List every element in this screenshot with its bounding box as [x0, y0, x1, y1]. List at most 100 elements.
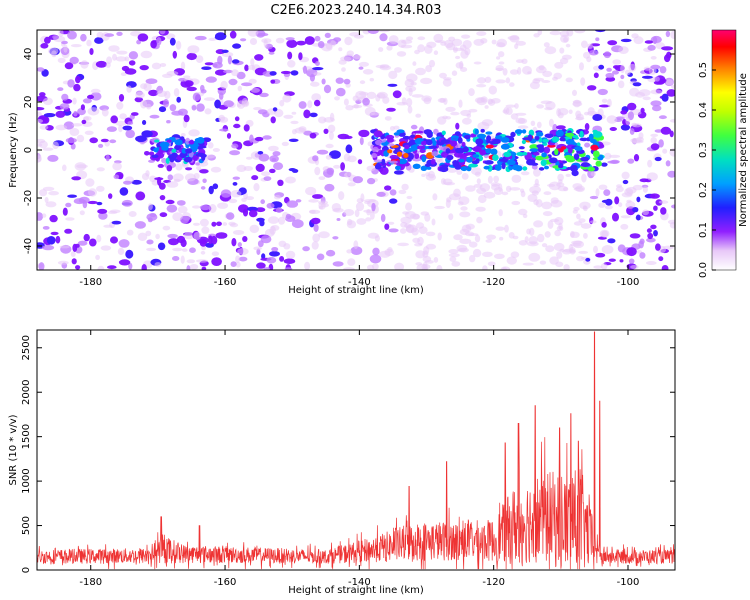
heatmap-band-cell	[439, 166, 449, 173]
heatmap-band-cell	[455, 147, 465, 154]
heatmap-cell	[448, 253, 460, 258]
heatmap-cell	[65, 202, 72, 208]
heatmap-cell	[76, 134, 85, 143]
heatmap-cell	[183, 75, 191, 79]
heatmap-cell	[203, 97, 216, 101]
heatmap-cell	[359, 80, 366, 85]
heatmap-cell	[162, 73, 173, 78]
heatmap-cell	[515, 117, 526, 124]
heatmap-cell	[110, 236, 118, 244]
y-tick-label: -40	[23, 238, 34, 254]
heatmap-cell	[498, 51, 505, 58]
heatmap-cell	[415, 67, 426, 76]
heatmap-cell	[115, 120, 127, 126]
heatmap-cell	[159, 30, 166, 35]
heatmap-cell	[83, 233, 90, 242]
heatmap-cell	[149, 114, 160, 119]
heatmap-cell	[457, 201, 464, 206]
heatmap-cell	[384, 185, 392, 191]
heatmap-band-cell	[407, 158, 412, 162]
heatmap-cell	[285, 176, 296, 184]
heatmap-cell	[347, 218, 353, 226]
heatmap-cell	[126, 229, 134, 236]
heatmap-cell	[270, 116, 276, 124]
heatmap-band-cell	[387, 143, 395, 147]
heatmap-cell	[565, 173, 571, 177]
heatmap-cell	[83, 116, 92, 121]
heatmap-cell	[595, 30, 606, 33]
heatmap-cell	[607, 238, 616, 244]
heatmap-band-cell	[181, 148, 187, 154]
heatmap-cell	[172, 256, 180, 261]
heatmap-cell	[231, 59, 240, 64]
heatmap-cell	[388, 228, 399, 233]
heatmap-cell	[560, 34, 570, 43]
colorbar: 0.0 0.1 0.2 0.3 0.4 0.5 Normalized spectral a…	[698, 29, 749, 278]
heatmap-cell	[543, 42, 550, 48]
heatmap-cell	[69, 128, 80, 136]
heatmap-cell	[456, 170, 463, 175]
heatmap-cell	[487, 261, 496, 267]
heatmap-cell	[653, 80, 665, 85]
heatmap-cell	[272, 151, 281, 157]
heatmap-cell	[587, 43, 593, 49]
heatmap-cell	[483, 191, 496, 199]
heatmap-cell	[156, 90, 167, 97]
heatmap-band-cell	[564, 155, 573, 159]
heatmap-cell	[191, 105, 197, 111]
heatmap-cell	[338, 47, 343, 52]
heatmap-cell	[77, 240, 88, 246]
heatmap-cell	[607, 160, 619, 164]
heatmap-cell	[241, 82, 253, 87]
heatmap-cell	[128, 51, 139, 60]
heatmap-cell	[212, 183, 219, 190]
heatmap-cell	[445, 116, 452, 120]
y-tick-label: -20	[23, 190, 34, 206]
heatmap-band-cell	[592, 150, 600, 158]
heatmap-cell	[612, 70, 619, 75]
heatmap-cell	[106, 56, 113, 64]
heatmap-cell	[344, 135, 353, 139]
colorbar-tick-label: 0.1	[698, 222, 709, 238]
heatmap-cell	[258, 153, 270, 162]
heatmap-cell	[231, 143, 239, 149]
heatmap-band-cell	[474, 128, 479, 135]
heatmap-cell	[183, 114, 190, 123]
heatmap-cell	[249, 38, 258, 45]
heatmap-band-cell	[495, 135, 503, 140]
heatmap-cell	[473, 38, 485, 46]
heatmap-cell	[510, 251, 520, 258]
x-tick-label: -160	[214, 277, 237, 288]
x-tick-label: -120	[482, 577, 505, 588]
heatmap-cell	[65, 137, 77, 144]
heatmap-cell	[366, 91, 377, 99]
heatmap-cell	[253, 183, 260, 192]
heatmap-cell	[495, 67, 504, 71]
heatmap-cell	[267, 216, 280, 224]
heatmap-cell	[590, 220, 597, 224]
heatmap-cell	[650, 133, 659, 137]
heatmap-cell	[61, 40, 68, 45]
heatmap-cell	[557, 173, 564, 182]
heatmap-cell	[218, 116, 229, 123]
heatmap-cell	[526, 241, 539, 247]
heatmap-cell	[204, 108, 212, 115]
heatmap-cell	[556, 108, 561, 117]
heatmap-cell	[661, 93, 669, 102]
heatmap-band-cell	[457, 153, 467, 158]
heatmap-cell	[455, 55, 461, 60]
heatmap-cell	[229, 150, 241, 156]
heatmap-band-cell	[413, 130, 424, 134]
heatmap-cell	[323, 117, 335, 123]
heatmap-cell	[145, 78, 158, 84]
heatmap-cell	[314, 166, 321, 176]
heatmap-cell	[425, 173, 437, 181]
spectrogram-panel: -180 -160 -140 -120 -100 -40 -20 0 20 40 Height …	[8, 29, 676, 296]
heatmap-band-cell	[566, 167, 572, 170]
heatmap-band-cell	[461, 141, 466, 148]
heatmap-cell	[125, 129, 135, 139]
heatmap-cell	[140, 83, 148, 90]
x-tick-label: -120	[482, 277, 505, 288]
heatmap-cell	[269, 168, 276, 174]
heatmap-band-cell	[484, 148, 493, 154]
